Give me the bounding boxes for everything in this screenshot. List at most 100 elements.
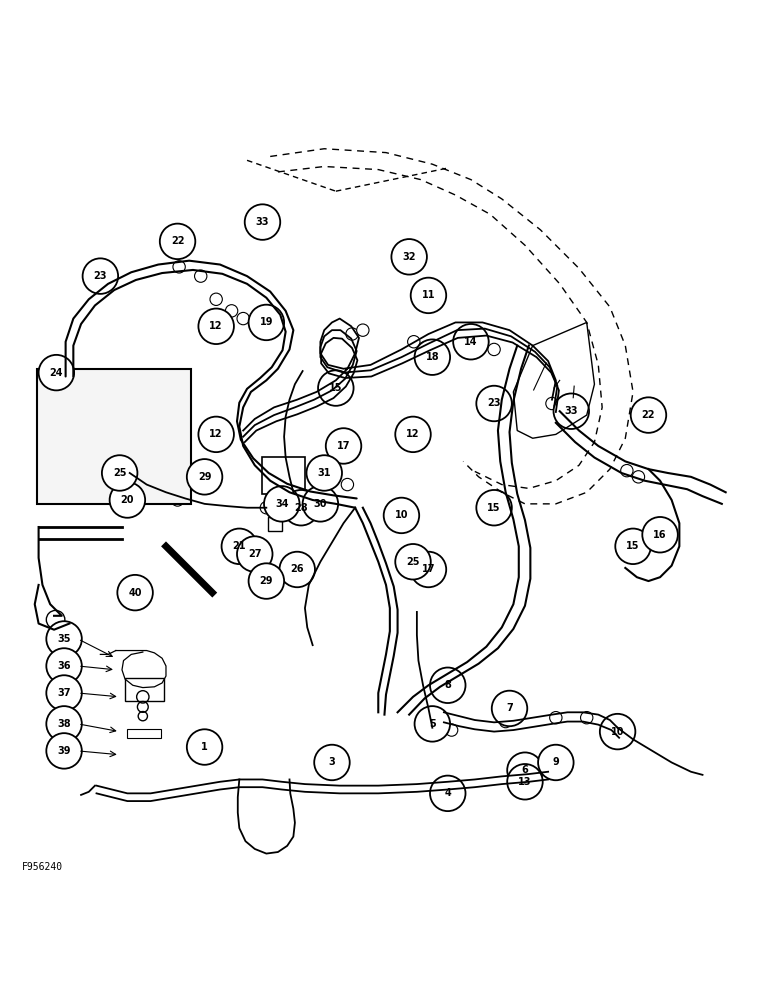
- Text: 35: 35: [57, 634, 71, 644]
- Bar: [127, 729, 161, 738]
- Circle shape: [326, 473, 338, 485]
- Text: 20: 20: [120, 495, 134, 505]
- Circle shape: [415, 706, 450, 742]
- Circle shape: [408, 336, 420, 348]
- Circle shape: [83, 258, 118, 294]
- Circle shape: [554, 393, 589, 429]
- Text: 22: 22: [642, 410, 655, 420]
- Text: 28: 28: [294, 503, 308, 513]
- Circle shape: [210, 293, 222, 305]
- Text: 18: 18: [425, 352, 439, 362]
- Text: 22: 22: [171, 236, 185, 246]
- Circle shape: [411, 552, 446, 587]
- Text: 4: 4: [445, 788, 451, 798]
- Circle shape: [445, 724, 458, 736]
- Text: 12: 12: [406, 429, 420, 439]
- Bar: [125, 678, 164, 701]
- Circle shape: [39, 355, 74, 390]
- Circle shape: [314, 745, 350, 780]
- Circle shape: [237, 536, 273, 572]
- Circle shape: [237, 312, 249, 325]
- Circle shape: [621, 464, 633, 477]
- Circle shape: [249, 563, 284, 599]
- Circle shape: [631, 397, 666, 433]
- Circle shape: [476, 386, 512, 421]
- Text: 15: 15: [626, 541, 640, 551]
- Text: 14: 14: [464, 337, 478, 347]
- Circle shape: [314, 467, 327, 479]
- Circle shape: [476, 336, 489, 348]
- Circle shape: [46, 733, 82, 769]
- Circle shape: [46, 706, 82, 742]
- Text: 10: 10: [394, 510, 408, 520]
- Circle shape: [46, 648, 82, 684]
- Text: 13: 13: [518, 777, 532, 787]
- Text: 24: 24: [49, 368, 63, 378]
- Text: 27: 27: [248, 549, 262, 559]
- Text: 6: 6: [522, 765, 528, 775]
- Text: 37: 37: [57, 688, 71, 698]
- Text: 40: 40: [128, 588, 142, 598]
- Bar: [262, 457, 305, 494]
- Circle shape: [306, 455, 342, 491]
- Circle shape: [411, 278, 446, 313]
- Circle shape: [326, 428, 361, 464]
- Text: 17: 17: [422, 564, 435, 574]
- Text: 23: 23: [93, 271, 107, 281]
- Circle shape: [272, 505, 284, 518]
- Circle shape: [171, 494, 184, 506]
- Circle shape: [341, 478, 354, 491]
- Text: 36: 36: [57, 661, 71, 671]
- Text: 33: 33: [256, 217, 269, 227]
- Circle shape: [249, 305, 284, 340]
- Circle shape: [303, 486, 338, 522]
- Circle shape: [384, 498, 419, 533]
- Circle shape: [550, 712, 562, 724]
- Circle shape: [198, 309, 234, 344]
- Circle shape: [67, 369, 80, 381]
- Circle shape: [418, 342, 431, 354]
- Circle shape: [581, 712, 593, 724]
- Text: 12: 12: [209, 321, 223, 331]
- Circle shape: [173, 261, 185, 273]
- Text: F956240: F956240: [22, 862, 63, 872]
- Circle shape: [110, 482, 145, 518]
- Text: 39: 39: [57, 746, 71, 756]
- Text: 34: 34: [275, 499, 289, 509]
- Circle shape: [507, 764, 543, 800]
- Text: 31: 31: [317, 468, 331, 478]
- Circle shape: [102, 455, 137, 491]
- Text: 25: 25: [113, 468, 127, 478]
- Text: 12: 12: [209, 429, 223, 439]
- Circle shape: [357, 324, 369, 336]
- Circle shape: [124, 469, 136, 481]
- Text: 21: 21: [232, 541, 246, 551]
- Circle shape: [492, 691, 527, 726]
- Circle shape: [507, 752, 543, 788]
- Circle shape: [391, 239, 427, 275]
- Circle shape: [187, 729, 222, 765]
- Circle shape: [250, 316, 262, 329]
- Circle shape: [415, 339, 450, 375]
- Circle shape: [642, 517, 678, 552]
- Text: 29: 29: [259, 576, 273, 586]
- Text: 30: 30: [313, 499, 327, 509]
- Text: 15: 15: [329, 383, 343, 393]
- Text: 8: 8: [445, 680, 451, 690]
- Circle shape: [546, 397, 558, 410]
- Circle shape: [141, 469, 153, 481]
- Circle shape: [430, 776, 466, 811]
- Circle shape: [318, 370, 354, 406]
- Text: 23: 23: [487, 398, 501, 408]
- Text: 33: 33: [564, 406, 578, 416]
- Text: 17: 17: [337, 441, 350, 451]
- Circle shape: [187, 459, 222, 495]
- Circle shape: [346, 328, 358, 340]
- Circle shape: [222, 529, 257, 564]
- Circle shape: [453, 324, 489, 359]
- Bar: [268, 517, 282, 531]
- Text: 7: 7: [506, 703, 513, 713]
- Text: 10: 10: [611, 727, 625, 737]
- Circle shape: [46, 675, 82, 711]
- Circle shape: [430, 668, 466, 703]
